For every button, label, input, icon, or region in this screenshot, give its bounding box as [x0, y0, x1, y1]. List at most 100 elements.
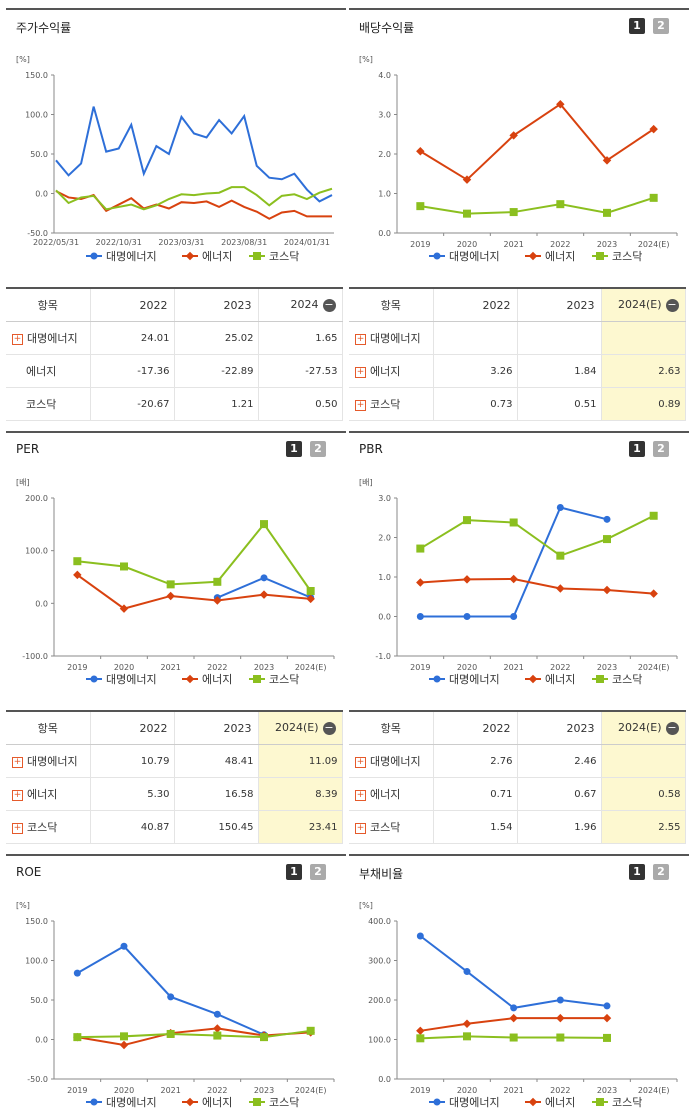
page-2-button[interactable]: 2 — [653, 864, 669, 880]
expand-icon[interactable]: + — [355, 366, 366, 378]
expand-icon[interactable]: + — [12, 756, 23, 768]
legend-label[interactable]: 대명에너지 — [106, 250, 157, 263]
legend-marker — [185, 674, 195, 684]
legend-label[interactable]: 대명에너지 — [449, 250, 500, 263]
row-label: 에너지 — [27, 788, 58, 801]
legend-label[interactable]: 에너지 — [545, 1096, 575, 1109]
page-1-button[interactable]: 1 — [286, 864, 302, 880]
legend-label[interactable]: 코스닥 — [269, 250, 299, 263]
page-2-button[interactable]: 2 — [653, 18, 669, 34]
legend-label[interactable]: 대명에너지 — [449, 1096, 500, 1109]
row-name-cell[interactable]: + 코스닥 — [6, 810, 91, 844]
legend-label[interactable]: 대명에너지 — [449, 673, 500, 686]
page-1-button[interactable]: 1 — [629, 864, 645, 880]
y-tick-label: 0.0 — [35, 1036, 48, 1045]
row-name-cell[interactable]: + 대명에너지 — [6, 744, 91, 778]
value-cell: 2.63 — [601, 354, 686, 388]
legend-label[interactable]: 대명에너지 — [106, 1096, 157, 1109]
series-line — [55, 186, 333, 211]
page-2-button[interactable]: 2 — [310, 864, 326, 880]
legend-label[interactable]: 코스닥 — [269, 1096, 299, 1109]
legend-marker — [90, 1098, 98, 1106]
column-header: 항목 — [37, 299, 58, 312]
data-point — [509, 1033, 518, 1042]
expand-icon[interactable]: + — [12, 789, 23, 801]
y-unit-label: [%] — [359, 55, 373, 64]
data-point — [119, 604, 129, 613]
x-tick-label: 2024(E) — [638, 240, 670, 249]
legend-label[interactable]: 코스닥 — [612, 1096, 642, 1109]
legend-label[interactable]: 코스닥 — [612, 673, 642, 686]
data-point — [556, 1013, 565, 1023]
header-cell: 2022 — [90, 288, 175, 322]
expand-icon[interactable]: + — [12, 822, 23, 834]
row-name-cell[interactable]: + 코스닥 — [349, 387, 434, 421]
legend-label[interactable]: 에너지 — [545, 250, 575, 263]
legend-label[interactable]: 대명에너지 — [106, 673, 157, 686]
column-header: 항목 — [37, 722, 58, 735]
row-name-cell[interactable]: + 에너지 — [349, 777, 434, 811]
row-name-cell[interactable]: + 코스닥 — [349, 810, 434, 844]
header-cell: 2023 — [174, 288, 259, 322]
collapse-icon[interactable]: − — [322, 720, 336, 735]
expand-icon[interactable]: + — [355, 822, 366, 834]
column-header: 2022 — [482, 721, 511, 735]
page-1-button[interactable]: 1 — [286, 441, 302, 457]
value-cell: 23.41 — [258, 810, 343, 844]
page-1-button[interactable]: 1 — [629, 441, 645, 457]
legend-label[interactable]: 에너지 — [545, 673, 575, 686]
expand-icon[interactable]: + — [355, 333, 366, 345]
row-name-cell[interactable]: + 대명에너지 — [6, 321, 91, 355]
value-cell — [601, 744, 686, 778]
value-cell — [433, 321, 518, 355]
page-2-button[interactable]: 2 — [310, 441, 326, 457]
table-row: + 에너지 3.26 1.84 2.63 — [349, 354, 686, 388]
header-cell: 2023 — [517, 288, 602, 322]
x-tick-label: 2022 — [550, 1086, 570, 1095]
column-header: 2024(E) — [617, 721, 662, 735]
value-cell: 0.51 — [517, 387, 602, 421]
legend-marker — [433, 252, 441, 260]
x-tick-label: 2023 — [597, 240, 617, 249]
data-point — [260, 574, 268, 582]
page-1-button[interactable]: 1 — [629, 18, 645, 34]
collapse-icon[interactable]: − — [322, 297, 336, 312]
legend-label[interactable]: 에너지 — [202, 673, 232, 686]
table-row: + 대명에너지 2.76 2.46 — [349, 744, 686, 778]
page-2-button[interactable]: 2 — [653, 441, 669, 457]
value-cell — [517, 321, 602, 355]
collapse-icon[interactable]: − — [665, 720, 679, 735]
panel-header: 배당수익률 1 2 — [349, 8, 689, 44]
row-name-cell[interactable]: + 대명에너지 — [349, 744, 434, 778]
legend-label[interactable]: 코스닥 — [612, 250, 642, 263]
x-tick-label: 2024(E) — [638, 1086, 670, 1095]
collapse-icon[interactable]: − — [665, 297, 679, 312]
y-tick-label: 150.0 — [25, 71, 48, 80]
y-tick-label: 50.0 — [30, 150, 48, 159]
row-name-cell[interactable]: + 에너지 — [349, 354, 434, 388]
x-tick-label: 2024/01/31 — [284, 238, 330, 247]
expand-icon[interactable]: + — [12, 333, 23, 345]
legend-label[interactable]: 코스닥 — [269, 673, 299, 686]
series-line — [419, 102, 655, 181]
expand-icon[interactable]: + — [355, 756, 366, 768]
row-name-cell[interactable]: + 에너지 — [6, 777, 91, 811]
x-tick-label: 2023 — [254, 1086, 274, 1095]
y-tick-label: 100.0 — [368, 1036, 391, 1045]
y-tick-label: 150.0 — [25, 917, 48, 926]
row-name-cell: 코스닥 — [6, 387, 91, 421]
expand-icon[interactable]: + — [355, 789, 366, 801]
series-line — [419, 514, 655, 557]
legend-label[interactable]: 에너지 — [202, 250, 232, 263]
x-tick-label: 2021 — [503, 663, 523, 672]
data-point — [119, 1040, 129, 1050]
y-tick-label: -50.0 — [27, 1075, 48, 1084]
series-line — [419, 935, 608, 1009]
row-label: 에너지 — [26, 365, 57, 378]
expand-icon[interactable]: + — [355, 399, 366, 411]
legend-label[interactable]: 에너지 — [202, 1096, 232, 1109]
y-tick-label: 1.0 — [378, 190, 391, 199]
series-line — [420, 196, 654, 215]
data-point — [73, 557, 82, 566]
row-name-cell[interactable]: + 대명에너지 — [349, 321, 434, 355]
